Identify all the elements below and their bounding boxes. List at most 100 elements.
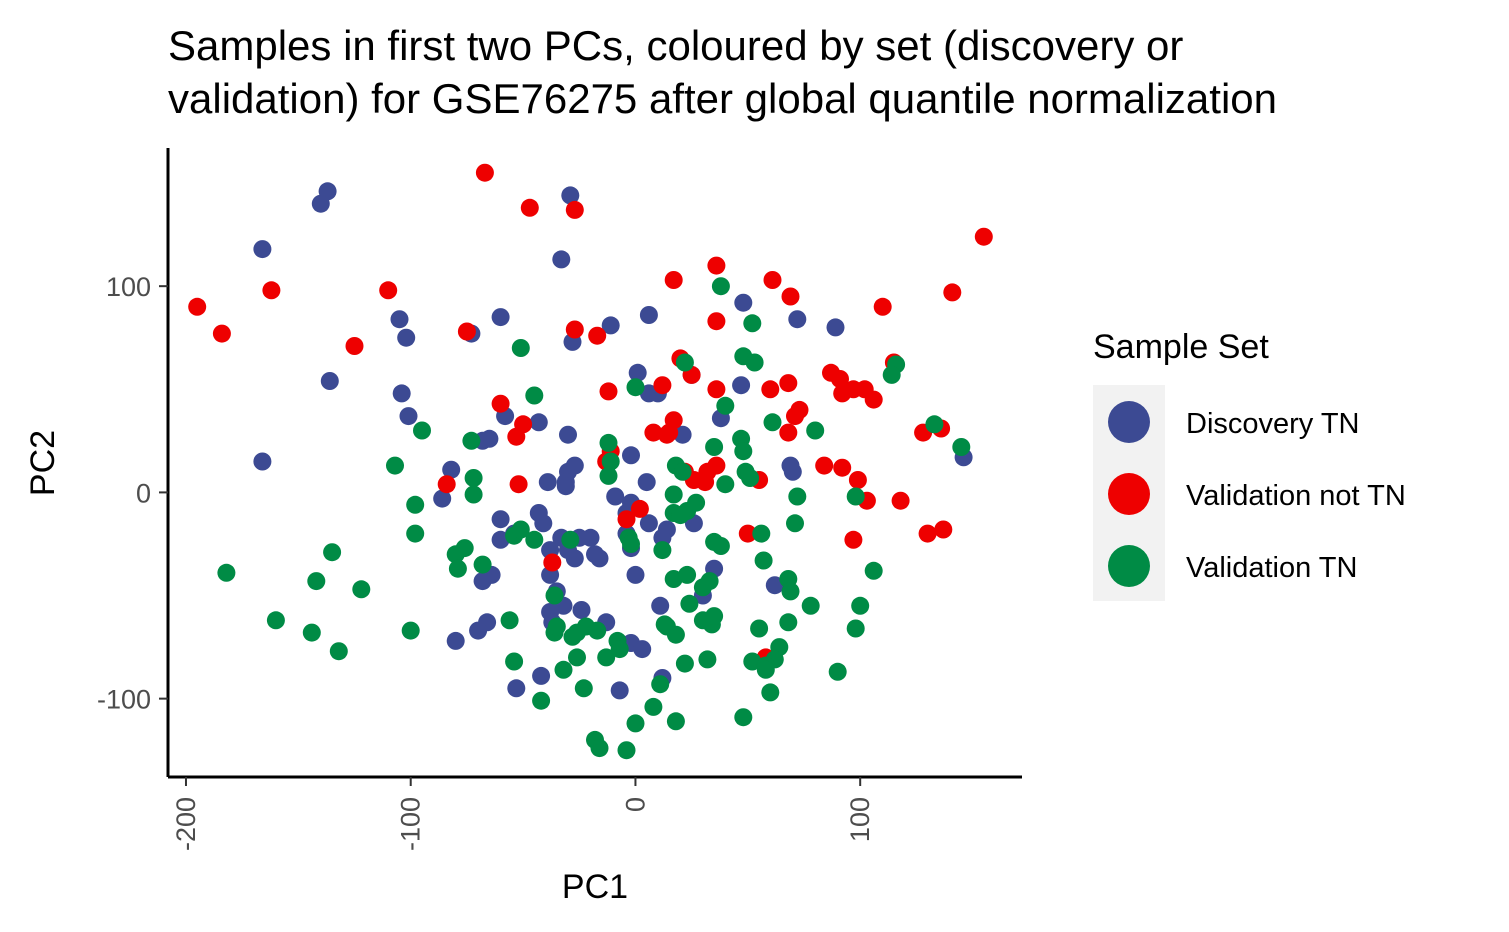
data-point: [323, 543, 342, 562]
data-point: [781, 287, 800, 306]
data-point: [678, 565, 697, 584]
data-point: [446, 631, 465, 650]
data-point: [660, 423, 679, 442]
data-point: [671, 506, 690, 525]
data-point: [666, 712, 685, 731]
data-point: [552, 250, 571, 269]
data-point: [741, 469, 760, 487]
data-point: [675, 654, 694, 673]
data-point: [790, 400, 809, 419]
data-point: [891, 491, 910, 510]
data-point: [529, 413, 548, 432]
data-point: [826, 318, 845, 337]
data-point: [644, 697, 663, 716]
data-point: [626, 565, 645, 584]
legend-key-validation-tn: [1108, 545, 1150, 587]
data-point: [637, 473, 656, 492]
data-point: [406, 524, 425, 543]
series-validation-tn: [217, 277, 971, 760]
data-point: [509, 475, 528, 494]
data-point: [786, 514, 804, 533]
data-point: [448, 559, 467, 578]
data-point: [745, 353, 764, 372]
data-point: [217, 563, 236, 582]
data-point: [633, 640, 652, 659]
data-point: [590, 549, 609, 568]
data-point: [934, 520, 953, 539]
legend-label-validation-tn: Validation TN: [1186, 552, 1357, 584]
data-point: [831, 370, 849, 388]
data-point: [765, 576, 784, 595]
data-point: [413, 421, 431, 440]
data-point: [329, 642, 348, 661]
data-point: [547, 617, 566, 636]
data-point: [491, 394, 510, 413]
data-point: [734, 708, 753, 727]
data-point: [568, 623, 586, 642]
data-point: [815, 456, 834, 475]
data-point: [473, 572, 492, 591]
data-point: [738, 524, 757, 543]
data-point: [511, 339, 530, 357]
data-point: [761, 380, 780, 399]
data-point: [345, 337, 364, 355]
data-point: [779, 374, 798, 393]
data-point: [253, 240, 272, 259]
data-point: [390, 310, 409, 329]
data-point: [705, 438, 724, 456]
data-point: [401, 621, 420, 640]
data-point: [651, 675, 670, 694]
data-point: [397, 328, 416, 347]
data-point: [491, 510, 510, 529]
data-point: [212, 324, 231, 343]
data-point: [864, 390, 883, 409]
data-point: [597, 648, 616, 667]
data-point: [392, 384, 411, 403]
y-tick-label: 0: [136, 478, 151, 508]
data-point: [653, 376, 672, 395]
data-point: [262, 281, 281, 300]
data-point: [601, 316, 620, 335]
data-point: [532, 666, 551, 685]
data-point: [750, 619, 769, 638]
data-point: [455, 539, 474, 558]
data-point: [779, 423, 798, 442]
data-point: [559, 425, 577, 444]
data-point: [754, 551, 773, 570]
chart-title-line-1: Samples in first two PCs, coloured by se…: [168, 22, 1183, 69]
data-point: [734, 293, 753, 312]
data-point: [626, 714, 645, 733]
data-point: [655, 615, 674, 634]
data-point: [307, 572, 326, 591]
data-point: [491, 530, 510, 549]
data-point: [828, 662, 847, 681]
data-point: [399, 407, 418, 426]
chart-title: Samples in first two PCs, coloured by se…: [168, 22, 1277, 122]
data-point: [844, 380, 863, 399]
data-point: [763, 413, 782, 432]
data-point: [918, 524, 937, 543]
data-point: [680, 594, 699, 613]
data-point: [320, 372, 339, 390]
data-point: [711, 277, 730, 296]
data-point: [266, 611, 285, 630]
legend-key-validation-not-tn: [1108, 473, 1150, 515]
data-point: [475, 163, 494, 182]
data-point: [532, 691, 551, 710]
data-point: [639, 384, 658, 403]
data-point: [568, 648, 586, 667]
data-point: [581, 528, 600, 547]
data-point: [590, 739, 609, 758]
data-point: [433, 489, 452, 508]
data-point: [779, 613, 798, 632]
data-point: [864, 561, 883, 580]
y-axis-ticks: 100 0 -100: [97, 272, 168, 715]
data-point: [743, 652, 762, 671]
data-point: [943, 283, 962, 302]
legend: Sample Set Discovery TN Validation not T…: [1093, 328, 1406, 601]
data-point: [507, 679, 526, 698]
data-point: [491, 308, 510, 327]
data-point: [572, 601, 591, 619]
data-point: [599, 433, 618, 452]
